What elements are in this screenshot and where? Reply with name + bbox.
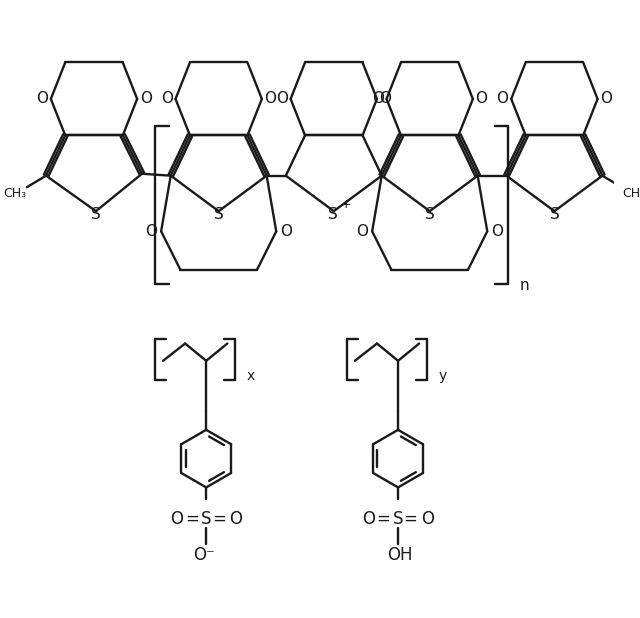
Text: CH₃: CH₃ bbox=[3, 187, 26, 200]
Text: CH₃: CH₃ bbox=[623, 187, 640, 200]
Text: O: O bbox=[421, 510, 435, 528]
Text: O⁻: O⁻ bbox=[193, 546, 215, 564]
Text: O: O bbox=[600, 91, 612, 106]
Text: O: O bbox=[36, 91, 48, 106]
Text: S: S bbox=[91, 206, 100, 221]
Text: O: O bbox=[276, 91, 288, 106]
Text: S: S bbox=[425, 206, 435, 221]
Text: +: + bbox=[341, 198, 351, 211]
Text: O: O bbox=[230, 510, 243, 528]
Text: OH: OH bbox=[387, 546, 413, 564]
Text: =: = bbox=[377, 510, 390, 528]
Text: S: S bbox=[550, 206, 559, 221]
Text: O: O bbox=[145, 224, 157, 239]
Text: =: = bbox=[404, 510, 417, 528]
Text: x: x bbox=[246, 369, 255, 383]
Text: S: S bbox=[201, 510, 211, 528]
Text: O: O bbox=[264, 91, 276, 106]
Text: O: O bbox=[476, 91, 488, 106]
Text: =: = bbox=[212, 510, 226, 528]
Text: O: O bbox=[140, 91, 152, 106]
Text: S: S bbox=[214, 206, 223, 221]
Text: =: = bbox=[185, 510, 199, 528]
Text: O: O bbox=[362, 510, 375, 528]
Text: n: n bbox=[520, 279, 529, 294]
Text: O: O bbox=[356, 224, 369, 239]
Text: O: O bbox=[497, 91, 509, 106]
Text: O: O bbox=[280, 224, 292, 239]
Text: S: S bbox=[393, 510, 403, 528]
Text: O: O bbox=[372, 91, 384, 106]
Text: O: O bbox=[170, 510, 183, 528]
Text: y: y bbox=[438, 369, 447, 383]
Text: S: S bbox=[328, 206, 338, 221]
Text: O: O bbox=[491, 224, 503, 239]
Text: O: O bbox=[161, 91, 173, 106]
Text: O: O bbox=[380, 91, 392, 106]
